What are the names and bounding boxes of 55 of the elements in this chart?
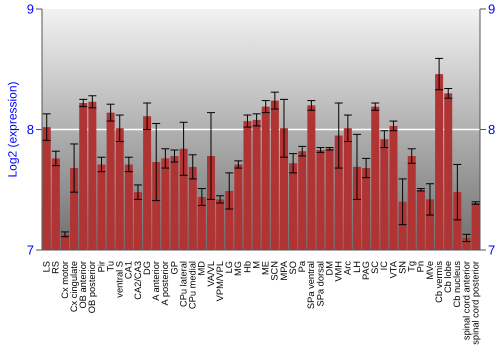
x-tick-label: Tg [406,261,417,272]
x-tick-label: DM [324,261,334,276]
y2-tick-label: 9 [488,2,496,17]
x-tick-label: MPA [278,260,289,280]
y2-tick-label: 7 [488,242,496,258]
x-tick-label: Cb vermis [434,260,444,303]
x-tick-label: spinal cord anterior [461,261,472,340]
x-tick-label: MG [233,261,244,276]
x-tick-label: A anterior [151,261,162,301]
x-tick-label: LS [42,261,52,272]
x-tick-label: OB anterior [78,261,88,309]
x-tick-label: Pn [416,261,426,272]
x-tick-label: CA1 [124,261,134,280]
x-tick-label: SO [288,261,298,274]
x-tick-label: LG [224,261,234,274]
x-tick-label: Cx cingulate [68,261,79,312]
y2-tick-label: 8 [488,122,496,138]
x-tick-label: Arc [342,260,353,275]
x-tick-label: PAG [360,261,371,280]
x-tick-label: VPM/VPL [214,261,225,302]
x-tick-label: M [251,261,262,269]
x-tick-label: Pir [96,261,106,272]
x-tick-label: Tu [105,261,116,272]
x-tick-label: IC [379,260,390,270]
x-tick-label: SPa ventral [306,261,316,310]
x-tick-label: Cx motor [60,261,70,299]
x-tick-label: CA2/CA3 [132,261,143,300]
x-tick-label: VTA [388,260,398,278]
x-tick-label: Pa [297,260,308,272]
x-tick-label: MVe [424,261,435,280]
x-tick-label: VA/VL [206,261,216,287]
x-tick-label: spinal cord posterior [470,261,480,345]
x-tick-label: ME [260,261,271,275]
x-tick-label: CPu lateral [178,261,188,307]
x-tick-label: SPa dorsal [315,261,326,306]
x-tick-label: RS [50,261,61,274]
x-tick-label: SCN [270,261,280,281]
x-tick-label: Cb lobe [443,261,454,294]
x-tick-label: ventral S [114,261,125,298]
x-tick-label: VMH [334,261,344,282]
x-tick-label: SC [370,260,380,274]
y-tick-label: 7 [26,242,34,258]
x-tick-label: Hb [242,261,252,273]
y-tick-label: 9 [26,2,34,17]
x-tick-label: MD [196,260,207,276]
x-tick-label: OB posterior [87,261,98,314]
x-tick-label: CPu medial [188,261,198,310]
y-tick-label: 8 [26,122,34,138]
x-tick-label: LH [352,261,362,273]
y-axis-title: Log2 (expression) [5,81,20,178]
x-tick-label: GP [169,261,180,274]
x-tick-label: SN [397,261,408,274]
x-tick-label: Cb nucleus [452,260,462,308]
x-tick-label: A posterior [160,261,170,306]
x-tick-label: DG [142,261,152,275]
